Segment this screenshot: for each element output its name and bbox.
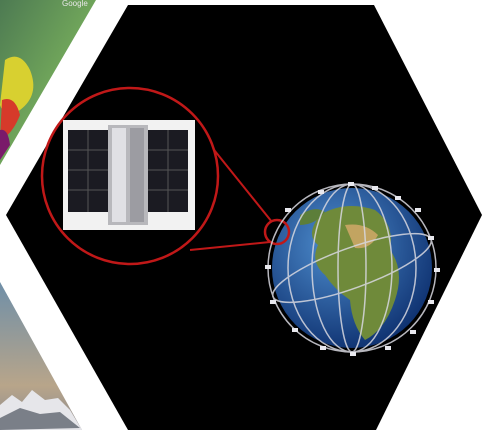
zoom-circle [40, 86, 220, 266]
map-fragment: Google [0, 0, 96, 165]
focus-circle [263, 218, 291, 246]
mountain-photo [0, 282, 82, 430]
globe [263, 182, 440, 356]
map-label: Google [62, 0, 88, 8]
connector [189, 241, 271, 251]
